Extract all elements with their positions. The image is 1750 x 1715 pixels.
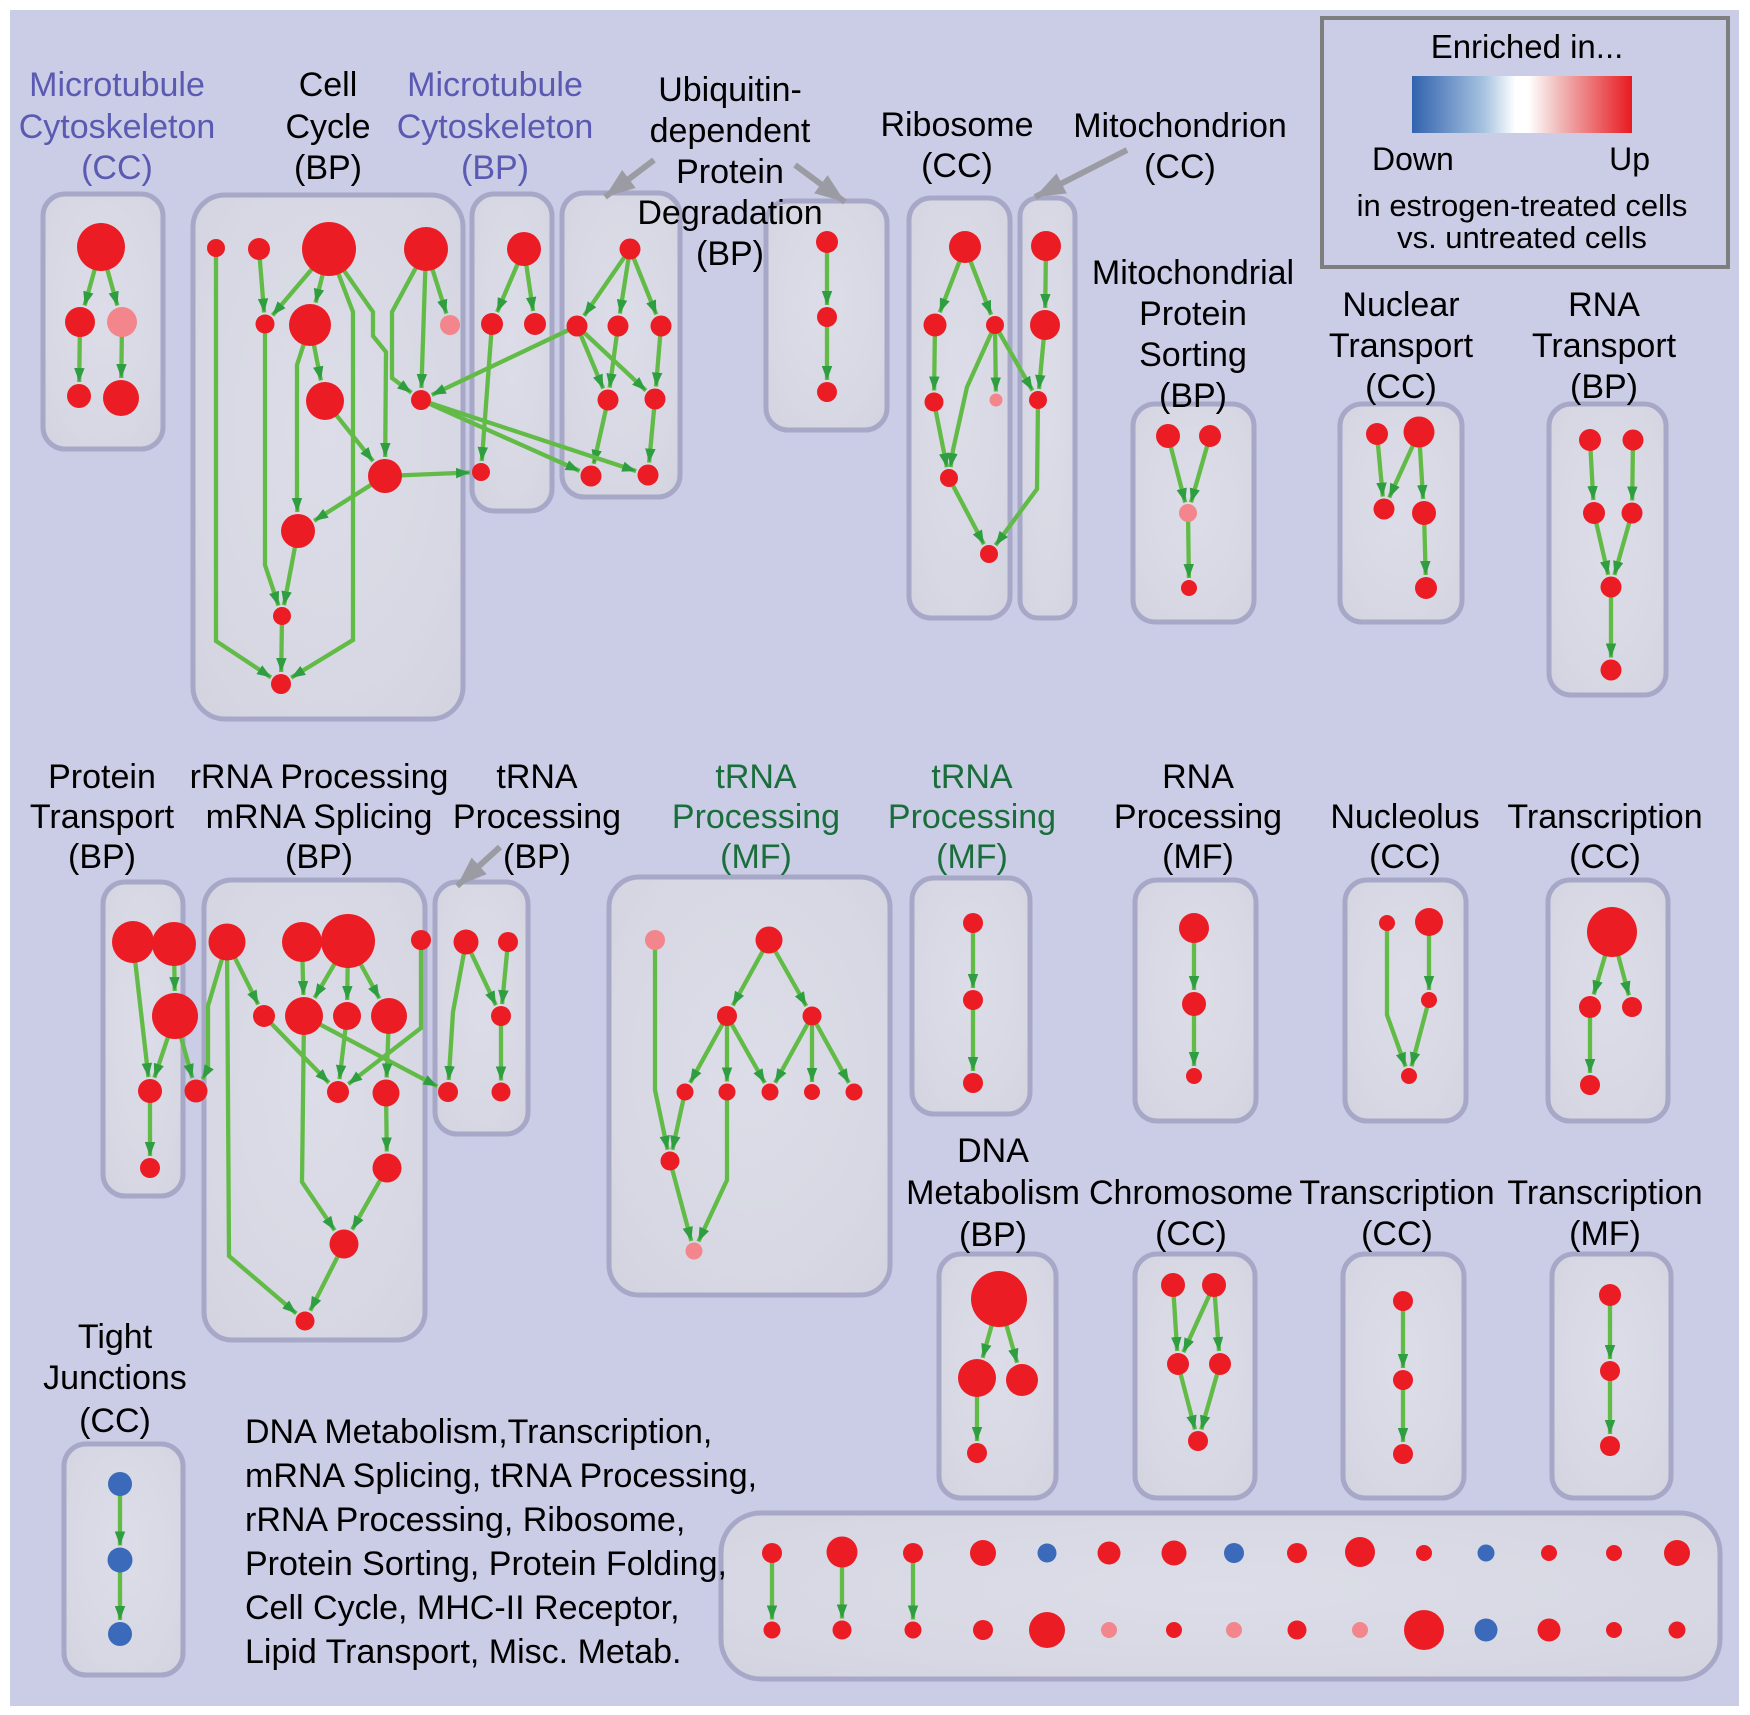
- svg-text:Processing: Processing: [888, 798, 1056, 836]
- svg-text:Microtubule: Microtubule: [407, 66, 583, 104]
- svg-text:(BP): (BP): [959, 1216, 1027, 1254]
- svg-text:mRNA Splicing: mRNA Splicing: [206, 798, 433, 836]
- svg-text:Up: Up: [1609, 141, 1650, 177]
- svg-text:(BP): (BP): [1159, 377, 1227, 415]
- svg-text:(CC): (CC): [1369, 838, 1441, 876]
- svg-text:(CC): (CC): [81, 149, 153, 187]
- svg-text:(CC): (CC): [1361, 1215, 1433, 1253]
- svg-text:Transcription: Transcription: [1507, 1174, 1702, 1212]
- svg-text:Processing: Processing: [672, 798, 840, 836]
- svg-text:Transcription: Transcription: [1299, 1174, 1494, 1212]
- svg-text:Cell: Cell: [299, 66, 358, 104]
- svg-text:(BP): (BP): [68, 838, 136, 876]
- svg-text:(CC): (CC): [1144, 148, 1216, 186]
- svg-text:(BP): (BP): [294, 149, 362, 187]
- svg-text:Protein: Protein: [1139, 295, 1247, 333]
- svg-text:Transport: Transport: [1329, 327, 1474, 365]
- svg-text:Ribosome: Ribosome: [880, 106, 1033, 144]
- svg-text:(BP): (BP): [285, 838, 353, 876]
- svg-text:Transcription: Transcription: [1507, 798, 1702, 836]
- svg-text:Degradation: Degradation: [637, 194, 822, 232]
- svg-text:Nuclear: Nuclear: [1342, 286, 1459, 324]
- svg-text:Protein Sorting, Protein Foldi: Protein Sorting, Protein Folding,: [245, 1545, 727, 1583]
- svg-text:Enriched in...: Enriched in...: [1431, 28, 1624, 65]
- svg-text:Transport: Transport: [30, 798, 175, 836]
- svg-text:Lipid Transport, Misc. Metab.: Lipid Transport, Misc. Metab.: [245, 1633, 682, 1671]
- svg-text:tRNA: tRNA: [715, 758, 797, 796]
- svg-text:(MF): (MF): [1162, 838, 1234, 876]
- svg-text:(MF): (MF): [720, 838, 792, 876]
- svg-text:Tight: Tight: [78, 1318, 153, 1356]
- svg-text:(BP): (BP): [461, 149, 529, 187]
- svg-text:DNA: DNA: [957, 1132, 1029, 1170]
- svg-text:Mitochondrial: Mitochondrial: [1092, 254, 1294, 292]
- svg-text:Processing: Processing: [1114, 798, 1282, 836]
- svg-text:Cell Cycle, MHC-II Receptor,: Cell Cycle, MHC-II Receptor,: [245, 1589, 680, 1627]
- svg-text:Mitochondrion: Mitochondrion: [1073, 107, 1287, 145]
- svg-text:Ubiquitin-: Ubiquitin-: [658, 71, 802, 109]
- svg-text:dependent: dependent: [650, 112, 811, 150]
- svg-text:tRNA: tRNA: [496, 758, 578, 796]
- svg-text:(CC): (CC): [921, 147, 993, 185]
- svg-text:(CC): (CC): [1569, 838, 1641, 876]
- svg-text:DNA Metabolism,Transcription,: DNA Metabolism,Transcription,: [245, 1413, 712, 1451]
- svg-text:Junctions: Junctions: [43, 1359, 187, 1397]
- svg-text:RNA: RNA: [1568, 286, 1640, 324]
- svg-text:(CC): (CC): [1155, 1215, 1227, 1253]
- svg-text:(MF): (MF): [936, 838, 1008, 876]
- svg-text:(MF): (MF): [1569, 1215, 1641, 1253]
- svg-text:Cytoskeleton: Cytoskeleton: [19, 108, 216, 146]
- svg-text:in estrogen-treated cells: in estrogen-treated cells: [1357, 188, 1688, 223]
- svg-text:Microtubule: Microtubule: [29, 66, 205, 104]
- svg-text:Sorting: Sorting: [1139, 336, 1247, 374]
- svg-text:Down: Down: [1372, 141, 1454, 177]
- svg-text:(BP): (BP): [1570, 368, 1638, 406]
- svg-text:Cytoskeleton: Cytoskeleton: [397, 108, 594, 146]
- svg-text:rRNA Processing, Ribosome,: rRNA Processing, Ribosome,: [245, 1501, 685, 1539]
- svg-text:tRNA: tRNA: [931, 758, 1013, 796]
- svg-text:Metabolism: Metabolism: [906, 1174, 1080, 1212]
- svg-text:Protein: Protein: [676, 153, 784, 191]
- svg-text:Protein: Protein: [48, 758, 156, 796]
- svg-text:vs. untreated cells: vs. untreated cells: [1397, 220, 1647, 255]
- svg-text:(BP): (BP): [696, 235, 764, 273]
- svg-text:Cycle: Cycle: [285, 108, 370, 146]
- svg-text:(CC): (CC): [79, 1402, 151, 1440]
- svg-text:Nucleolus: Nucleolus: [1330, 798, 1479, 836]
- svg-text:(CC): (CC): [1365, 368, 1437, 406]
- svg-text:mRNA Splicing, tRNA Processing: mRNA Splicing, tRNA Processing,: [245, 1457, 757, 1495]
- svg-text:rRNA Processing: rRNA Processing: [190, 758, 449, 796]
- svg-text:Transport: Transport: [1532, 327, 1677, 365]
- svg-text:Chromosome: Chromosome: [1089, 1174, 1293, 1212]
- svg-text:(BP): (BP): [503, 838, 571, 876]
- svg-text:Processing: Processing: [453, 798, 621, 836]
- svg-text:RNA: RNA: [1162, 758, 1234, 796]
